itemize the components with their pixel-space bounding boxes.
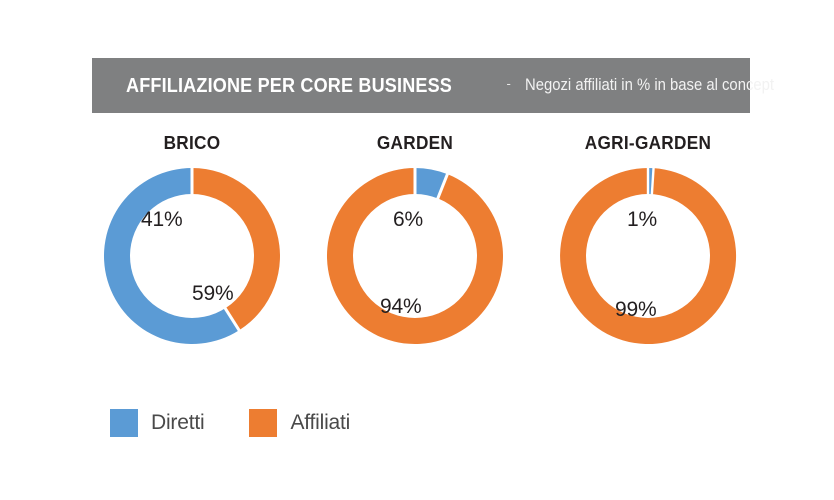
donut-svg-brico xyxy=(103,164,280,344)
legend-item-affiliati[interactable]: Affiliati xyxy=(249,409,350,437)
donut-graphic-brico: 41% 59% xyxy=(100,164,284,348)
page-title: AFFILIAZIONE PER CORE BUSINESS xyxy=(126,73,453,97)
chart-title-agri-garden: AGRI-GARDEN xyxy=(584,132,712,153)
donut-value-affiliati-brico: 41% xyxy=(141,208,183,231)
donut-charts-row: BRICO 41% 59% GARDEN xyxy=(0,132,834,357)
donut-svg-garden xyxy=(326,164,503,344)
donut-chart-garden: GARDEN 6% 94% xyxy=(300,132,530,357)
legend-label-affiliati: Affiliati xyxy=(290,411,351,434)
legend-swatch-icon-affiliati xyxy=(249,409,278,437)
donut-value-diretti-brico: 59% xyxy=(192,282,234,305)
chart-title-garden: GARDEN xyxy=(376,132,454,153)
header-separator: - xyxy=(506,76,511,91)
donut-graphic-garden: 6% 94% xyxy=(323,164,507,348)
donut-value-diretti-garden: 6% xyxy=(393,208,423,231)
legend-label-diretti: Diretti xyxy=(151,411,205,434)
donut-value-affiliati-agri-garden: 99% xyxy=(615,298,657,321)
chart-legend: Diretti Affiliati xyxy=(110,408,395,438)
donut-hole xyxy=(586,194,710,318)
donut-hole xyxy=(353,194,477,318)
donut-graphic-agri-garden: 1% 99% xyxy=(556,164,740,348)
legend-swatch-icon-diretti xyxy=(110,409,138,437)
donut-chart-brico: BRICO 41% 59% xyxy=(77,132,307,357)
donut-hole xyxy=(130,194,254,318)
donut-value-affiliati-garden: 94% xyxy=(380,295,422,318)
header-bar: AFFILIAZIONE PER CORE BUSINESS - Negozi … xyxy=(92,58,774,113)
legend-item-diretti[interactable]: Diretti xyxy=(110,409,205,437)
donut-chart-agri-garden: AGRI-GARDEN 1% 99% xyxy=(533,132,763,357)
chart-title-brico: BRICO xyxy=(163,132,221,153)
donut-value-diretti-agri-garden: 1% xyxy=(627,208,657,231)
header-subtitle: Negozi affiliati in % in base al concept xyxy=(524,76,774,94)
donut-svg-agri-garden xyxy=(560,164,737,344)
